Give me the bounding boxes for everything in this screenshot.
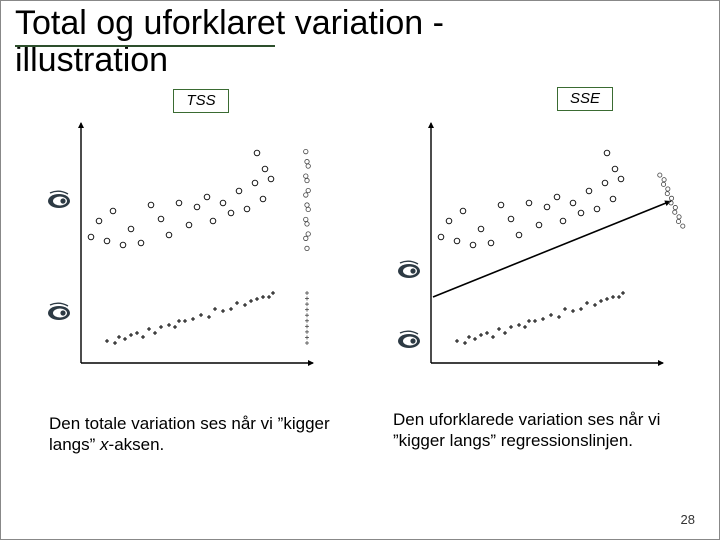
- title-block: Total og uforklaret variation - illustra…: [15, 5, 699, 78]
- title-underline: [15, 45, 275, 47]
- page-number: 28: [681, 512, 695, 527]
- tss-label: TSS: [173, 89, 229, 113]
- tss-chart: [41, 111, 341, 381]
- sse-chart: [391, 111, 691, 381]
- sse-label: SSE: [557, 87, 613, 111]
- caption-tss: Den totale variation ses når vi ”kigger …: [49, 413, 359, 456]
- title-line2: illustration: [15, 42, 699, 79]
- title-line1: Total og uforklaret variation -: [15, 5, 699, 42]
- caption-sse: Den uforklarede variation ses når vi ”ki…: [393, 409, 703, 452]
- slide: Total og uforklaret variation - illustra…: [0, 0, 720, 540]
